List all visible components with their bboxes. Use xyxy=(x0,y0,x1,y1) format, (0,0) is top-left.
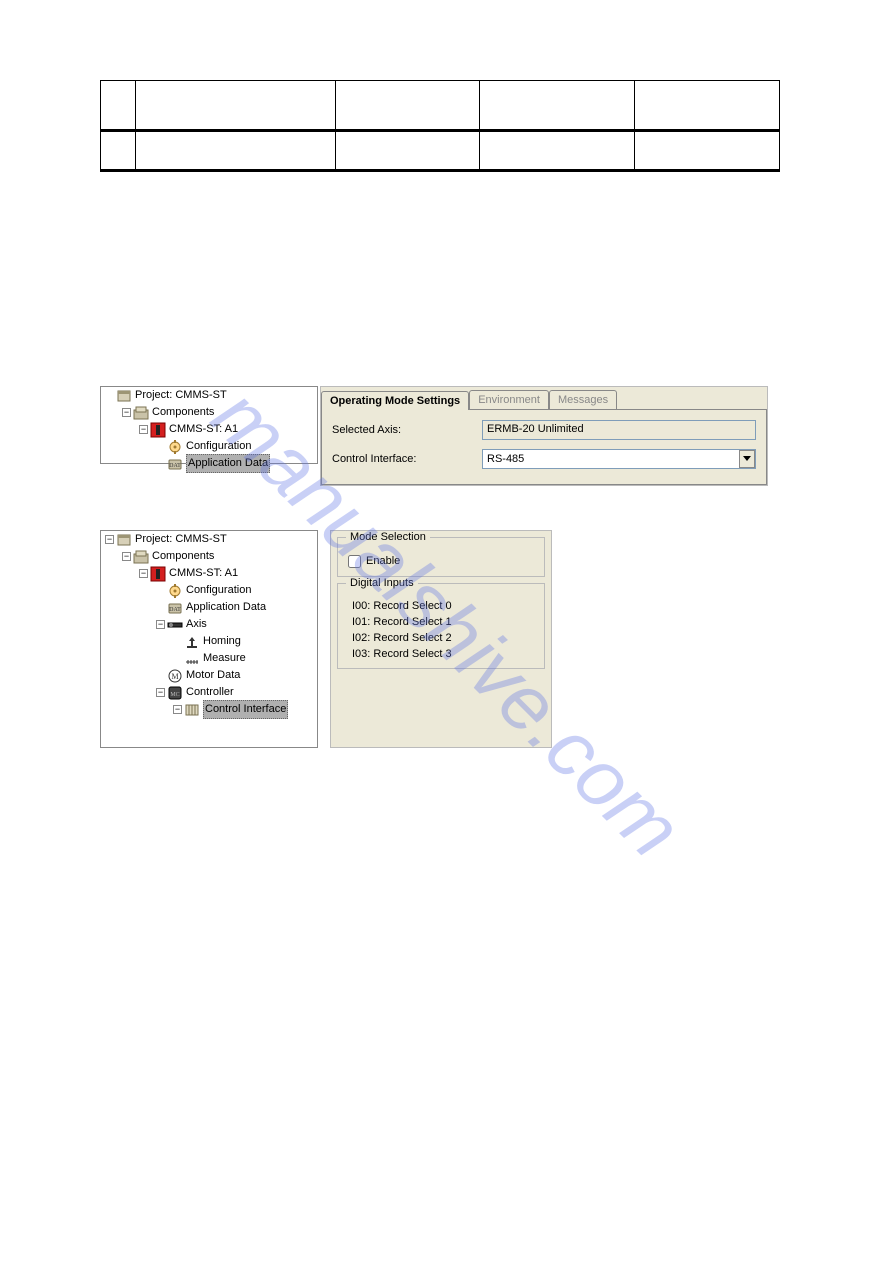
tree-item[interactable]: − Project: CMMS-ST xyxy=(101,531,317,548)
tree-item[interactable]: Application Data xyxy=(101,599,317,616)
digital-input-item: I00: Record Select 0 xyxy=(348,598,534,614)
selected-axis-field: ERMB-20 Unlimited xyxy=(482,420,756,440)
tree-item-label: Measure xyxy=(203,650,246,667)
mode-selection-group: Mode Selection Enable xyxy=(337,537,545,577)
tree-expander-icon[interactable]: − xyxy=(173,705,182,714)
tree-item-label: CMMS-ST: A1 xyxy=(169,421,238,438)
digital-input-item: I03: Record Select 3 xyxy=(348,646,534,662)
homing-icon xyxy=(184,634,200,650)
tree-view-1[interactable]: Project: CMMS-ST−Components−CMMS-ST: A1C… xyxy=(100,386,318,464)
tree-item-label: Motor Data xyxy=(186,667,240,684)
tree-item-label: Homing xyxy=(203,633,241,650)
tree-expander-icon[interactable]: − xyxy=(139,569,148,578)
tab-messages[interactable]: Messages xyxy=(549,390,617,409)
tree-expander-icon[interactable]: − xyxy=(156,620,165,629)
tree-item[interactable]: − CMMS-ST: A1 xyxy=(101,421,317,438)
tree-item[interactable]: Motor Data xyxy=(101,667,317,684)
tree-item[interactable]: Configuration xyxy=(101,582,317,599)
tree-item-label: Configuration xyxy=(186,438,251,455)
measure-icon xyxy=(184,651,200,667)
tab-environment[interactable]: Environment xyxy=(469,390,549,409)
settings-panel-1: Operating Mode SettingsEnvironmentMessag… xyxy=(320,386,768,486)
selected-axis-label: Selected Axis: xyxy=(332,424,482,436)
appdata-icon xyxy=(167,456,183,472)
tree-item-label: CMMS-ST: A1 xyxy=(169,565,238,582)
digital-input-item: I02: Record Select 2 xyxy=(348,630,534,646)
tree-item[interactable]: Project: CMMS-ST xyxy=(101,387,317,404)
digital-inputs-title: Digital Inputs xyxy=(346,577,418,589)
tree-item[interactable]: − Controller xyxy=(101,684,317,701)
settings-panel-2: Mode Selection Enable Digital Inputs I00… xyxy=(330,530,552,748)
tree-item[interactable]: Measure xyxy=(101,650,317,667)
tree-item-label: Components xyxy=(152,548,214,565)
tree-item-label: Configuration xyxy=(186,582,251,599)
tree-item[interactable]: − Axis xyxy=(101,616,317,633)
mode-selection-title: Mode Selection xyxy=(346,531,430,543)
tree-item[interactable]: − CMMS-ST: A1 xyxy=(101,565,317,582)
tree-item-label: Axis xyxy=(186,616,207,633)
control-interface-dropdown[interactable]: RS-485 xyxy=(482,449,756,469)
tree-item-label: Controller xyxy=(186,684,234,701)
digital-input-item: I01: Record Select 1 xyxy=(348,614,534,630)
digital-inputs-group: Digital Inputs I00: Record Select 0I01: … xyxy=(337,583,545,669)
ctrl-icon xyxy=(167,685,183,701)
tree-item-label: Components xyxy=(152,404,214,421)
components-icon xyxy=(133,405,149,421)
control-interface-label: Control Interface: xyxy=(332,453,482,465)
tree-item-label: Project: CMMS-ST xyxy=(135,531,227,548)
components-icon xyxy=(133,549,149,565)
tree-item[interactable]: − Components xyxy=(101,404,317,421)
tree-expander-icon[interactable]: − xyxy=(122,552,131,561)
config-icon xyxy=(167,439,183,455)
blank-table xyxy=(100,80,780,172)
tree-item[interactable]: Homing xyxy=(101,633,317,650)
tree-expander-icon[interactable]: − xyxy=(105,535,114,544)
tree-item-label: Project: CMMS-ST xyxy=(135,387,227,404)
tree-expander-icon[interactable]: − xyxy=(156,688,165,697)
tree-item[interactable]: Application Data xyxy=(101,455,317,472)
tree-item[interactable]: − Components xyxy=(101,548,317,565)
config-icon xyxy=(167,583,183,599)
motor-icon xyxy=(167,668,183,684)
project-icon xyxy=(116,388,132,404)
tab-strip: Operating Mode SettingsEnvironmentMessag… xyxy=(321,387,767,409)
tree-item-label: Application Data xyxy=(186,599,266,616)
tree-expander-icon[interactable]: − xyxy=(139,425,148,434)
enable-label: Enable xyxy=(366,555,400,567)
chevron-down-icon[interactable] xyxy=(739,450,755,468)
tab-operating-mode-settings[interactable]: Operating Mode Settings xyxy=(321,391,469,410)
control-interface-value: RS-485 xyxy=(483,453,739,465)
controller-red-icon xyxy=(150,422,166,438)
tree-item-label: Application Data xyxy=(186,454,270,473)
ciface-icon xyxy=(184,702,200,718)
tree-item[interactable]: − Control Interface xyxy=(101,701,317,718)
tree-expander-icon[interactable]: − xyxy=(122,408,131,417)
enable-checkbox[interactable] xyxy=(348,555,361,568)
tree-view-2[interactable]: −Project: CMMS-ST−Components−CMMS-ST: A1… xyxy=(100,530,318,748)
tree-item-label: Control Interface xyxy=(203,700,288,719)
tree-item[interactable]: Configuration xyxy=(101,438,317,455)
controller-red-icon xyxy=(150,566,166,582)
axis-icon xyxy=(167,617,183,633)
appdata-icon xyxy=(167,600,183,616)
project-icon xyxy=(116,532,132,548)
